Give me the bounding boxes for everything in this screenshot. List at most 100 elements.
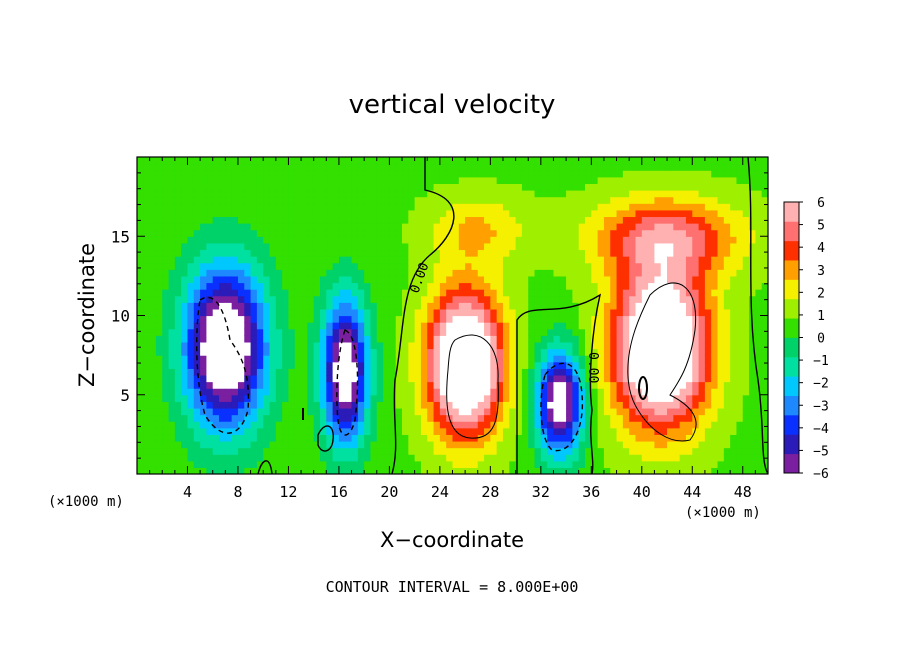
field-cell	[509, 328, 517, 336]
field-cell	[755, 328, 763, 336]
field-cell	[566, 163, 573, 171]
field-cell	[610, 302, 618, 310]
field-cell	[761, 341, 768, 350]
field-cell	[559, 421, 567, 429]
field-cell	[471, 209, 479, 218]
field-cell	[162, 341, 170, 350]
field-cell	[307, 275, 315, 284]
field-cell	[723, 209, 731, 218]
field-cell	[143, 447, 151, 455]
field-cell	[540, 335, 548, 343]
field-cell	[402, 421, 409, 429]
field-cell	[446, 447, 454, 455]
field-cell	[540, 157, 548, 165]
field-cell	[307, 302, 315, 310]
field-cell	[521, 289, 529, 297]
field-cell	[319, 454, 327, 462]
field-cell	[490, 236, 498, 244]
field-cell	[219, 183, 226, 191]
field-cell	[376, 315, 384, 323]
field-cell	[370, 374, 378, 383]
x-tick-label: 40	[633, 483, 651, 501]
field-cell	[319, 203, 327, 211]
field-cell	[345, 295, 353, 303]
field-cell	[458, 322, 466, 330]
field-cell	[439, 170, 447, 178]
field-cell	[698, 236, 706, 244]
field-cell	[332, 295, 340, 303]
field-cell	[200, 203, 208, 211]
field-cell	[660, 434, 668, 442]
field-cell	[711, 289, 719, 297]
field-cell	[559, 414, 567, 422]
field-cell	[351, 467, 359, 474]
field-cell	[402, 176, 409, 185]
field-cell	[465, 368, 473, 376]
field-cell	[420, 302, 428, 310]
field-cell	[389, 394, 397, 402]
field-cell	[345, 249, 353, 257]
field-cell	[528, 322, 536, 330]
field-cell	[597, 374, 605, 383]
field-cell	[414, 434, 422, 442]
field-cell	[559, 447, 567, 455]
field-cell	[231, 434, 239, 442]
field-cell	[155, 229, 163, 237]
field-cell	[629, 183, 637, 191]
field-cell	[528, 209, 536, 218]
field-cell	[515, 388, 523, 396]
field-cell	[515, 374, 523, 383]
field-cell	[319, 355, 327, 363]
field-cell	[345, 381, 353, 389]
field-cell	[458, 269, 466, 277]
field-cell	[471, 414, 479, 422]
field-cell	[307, 190, 315, 198]
field-cell	[137, 361, 144, 369]
field-cell	[610, 242, 618, 251]
field-cell	[641, 242, 649, 251]
field-cell	[193, 295, 201, 303]
field-cell	[660, 467, 668, 474]
field-cell	[200, 368, 208, 376]
field-cell	[610, 315, 618, 323]
field-cell	[269, 447, 277, 455]
field-cell	[679, 183, 687, 191]
field-cell	[383, 434, 390, 442]
field-cell	[313, 421, 321, 429]
field-cell	[427, 421, 435, 429]
field-cell	[458, 289, 466, 297]
field-cell	[496, 242, 504, 251]
field-cell	[597, 440, 605, 449]
field-cell	[648, 427, 656, 435]
field-cell	[414, 308, 422, 317]
field-cell	[742, 216, 750, 224]
field-cell	[338, 229, 346, 237]
field-cell	[294, 229, 302, 237]
field-cell	[704, 183, 712, 191]
field-cell	[225, 421, 233, 429]
field-cell	[578, 381, 586, 389]
field-cell	[742, 295, 750, 303]
field-cell	[155, 242, 163, 251]
field-cell	[654, 157, 662, 165]
field-cell	[585, 421, 592, 429]
field-cell	[723, 223, 731, 231]
field-cell	[256, 374, 264, 383]
field-cell	[376, 460, 384, 468]
field-cell	[654, 394, 662, 402]
field-cell	[225, 381, 233, 389]
field-cell	[635, 203, 643, 211]
field-cell	[402, 223, 409, 231]
field-cell	[591, 460, 599, 468]
field-cell	[509, 176, 517, 185]
field-cell	[275, 315, 283, 323]
field-cell	[313, 460, 321, 468]
field-cell	[345, 229, 353, 237]
field-cell	[420, 440, 428, 449]
field-cell	[225, 388, 233, 396]
field-cell	[704, 289, 712, 297]
x-tick-label: 12	[279, 483, 297, 501]
field-cell	[319, 163, 327, 171]
field-cell	[559, 249, 567, 257]
field-cell	[206, 407, 214, 416]
